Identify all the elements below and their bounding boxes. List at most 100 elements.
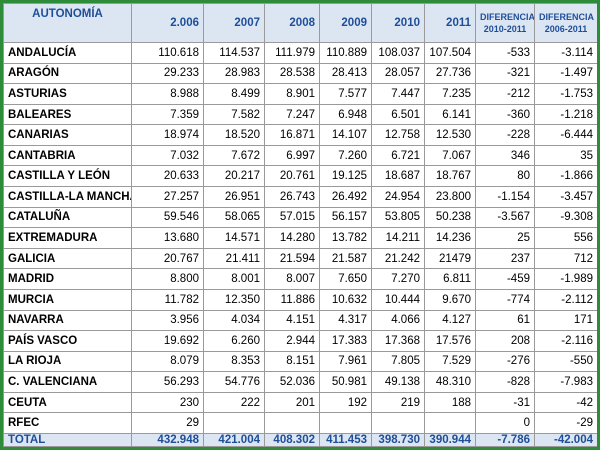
- cell: 8.353: [203, 350, 265, 373]
- cell: 49.138: [371, 371, 425, 393]
- cell: 0: [475, 412, 535, 434]
- cell: 28.983: [203, 62, 265, 85]
- cell: 54.776: [203, 371, 265, 393]
- cell: 188: [424, 391, 476, 414]
- cell: -7.983: [534, 371, 597, 393]
- row-label: PAÍS VASCO: [3, 330, 132, 352]
- header-cell: 2010: [371, 3, 425, 43]
- cell: 50.981: [319, 371, 372, 393]
- cell: 13.680: [131, 227, 204, 249]
- cell: 201: [264, 391, 320, 414]
- row-label: EXTREMADURA: [3, 227, 132, 249]
- cell: 6.811: [424, 268, 476, 290]
- cell: 26.951: [203, 186, 265, 208]
- header-cell: DIFERENCIA 2006-2011: [534, 3, 597, 43]
- cell: 6.501: [371, 103, 425, 126]
- cell: 17.576: [424, 330, 476, 352]
- cell: 7.577: [319, 83, 372, 105]
- header-cell: 2008: [264, 3, 320, 43]
- cell: -2.112: [534, 288, 597, 311]
- cell: [371, 412, 425, 434]
- cell: 11.782: [131, 288, 204, 311]
- cell: 20.633: [131, 165, 204, 188]
- cell: 48.310: [424, 371, 476, 393]
- data-row: ASTURIAS 8.988 8.499 8.901 7.577 7.447 7.235 -2…: [3, 83, 597, 105]
- cell: -1.154: [475, 186, 535, 208]
- cell: 7.582: [203, 103, 265, 126]
- row-label: RFEC: [3, 412, 132, 434]
- cell: -3.114: [534, 42, 597, 64]
- cell: -29: [534, 412, 597, 434]
- cell: 7.270: [371, 268, 425, 290]
- data-row: GALICIA 20.767 21.411 21.594 21.587 21.242 214…: [3, 247, 597, 270]
- cell: 27.257: [131, 186, 204, 208]
- data-row: PAÍS VASCO 19.692 6.260 2.944 17.383 17.368 17…: [3, 330, 597, 352]
- total-cell: -42.004: [534, 433, 597, 447]
- cell: 8.007: [264, 268, 320, 290]
- cell: 14.280: [264, 227, 320, 249]
- cell: 7.260: [319, 144, 372, 167]
- cell: 2.944: [264, 330, 320, 352]
- cell: 56.293: [131, 371, 204, 393]
- cell: -360: [475, 103, 535, 126]
- cell: [203, 412, 265, 434]
- cell: 18.974: [131, 124, 204, 146]
- data-row: NAVARRA 3.956 4.034 4.151 4.317 4.066 4.127 61 1…: [3, 309, 597, 332]
- cell: 29: [131, 412, 204, 434]
- row-label: CEUTA: [3, 391, 132, 414]
- cell: -3.567: [475, 206, 535, 229]
- cell: -1.753: [534, 83, 597, 105]
- cell: 7.235: [424, 83, 476, 105]
- total-cell: 408.302: [264, 433, 320, 447]
- data-table: AUTONOMÍA 2.006 2007 2008 2009 2010 2011 DIFERE…: [3, 3, 597, 447]
- cell: 222: [203, 391, 265, 414]
- cell: 19.125: [319, 165, 372, 188]
- cell: 16.871: [264, 124, 320, 146]
- header-row: AUTONOMÍA 2.006 2007 2008 2009 2010 2011 DIFERE…: [3, 3, 597, 43]
- header-bottom: 2010-2011: [483, 24, 527, 34]
- cell: 61: [475, 309, 535, 332]
- cell: 712: [534, 247, 597, 270]
- cell: 208: [475, 330, 535, 352]
- cell: [264, 412, 320, 434]
- row-label: NAVARRA: [3, 309, 132, 332]
- row-label: ANDALUCÍA: [3, 42, 132, 64]
- cell: -42: [534, 391, 597, 414]
- cell: 57.015: [264, 206, 320, 229]
- cell: 7.650: [319, 268, 372, 290]
- cell: 110.889: [319, 42, 372, 64]
- cell: 18.687: [371, 165, 425, 188]
- header-cell: DIFERENCIA 2010-2011: [475, 3, 535, 43]
- cell: 19.692: [131, 330, 204, 352]
- cell: 110.618: [131, 42, 204, 64]
- data-row: CANARIAS 18.974 18.520 16.871 14.107 12.758 12…: [3, 124, 597, 146]
- data-row: CANTABRIA 7.032 7.672 6.997 7.260 6.721 7.067 3…: [3, 144, 597, 167]
- cell: 26.743: [264, 186, 320, 208]
- cell: 21.411: [203, 247, 265, 270]
- cell: 4.066: [371, 309, 425, 332]
- cell: -1.497: [534, 62, 597, 85]
- data-row: RFEC 29 0 -29: [3, 412, 597, 434]
- cell: [319, 412, 372, 434]
- cell: 28.413: [319, 62, 372, 85]
- data-row: CASTILLA Y LEÓN 20.633 20.217 20.761 19.125 1…: [3, 165, 597, 188]
- cell: 6.948: [319, 103, 372, 126]
- cell: 4.317: [319, 309, 372, 332]
- cell: -9.308: [534, 206, 597, 229]
- cell: 171: [534, 309, 597, 332]
- cell: 114.537: [203, 42, 265, 64]
- data-row: MADRID 8.800 8.001 8.007 7.650 7.270 6.811 -459…: [3, 268, 597, 290]
- cell: 4.034: [203, 309, 265, 332]
- cell: 8.001: [203, 268, 265, 290]
- header-cell: AUTONOMÍA: [3, 3, 132, 43]
- row-label: CANTABRIA: [3, 144, 132, 167]
- cell: 6.260: [203, 330, 265, 352]
- data-row: CASTILLA-LA MANCHA 27.257 26.951 26.743 26.4…: [3, 186, 597, 208]
- cell: 346: [475, 144, 535, 167]
- cell: 21.587: [319, 247, 372, 270]
- cell: 7.672: [203, 144, 265, 167]
- cell: 10.444: [371, 288, 425, 311]
- cell: -276: [475, 350, 535, 373]
- cell: 6.141: [424, 103, 476, 126]
- cell: 29.233: [131, 62, 204, 85]
